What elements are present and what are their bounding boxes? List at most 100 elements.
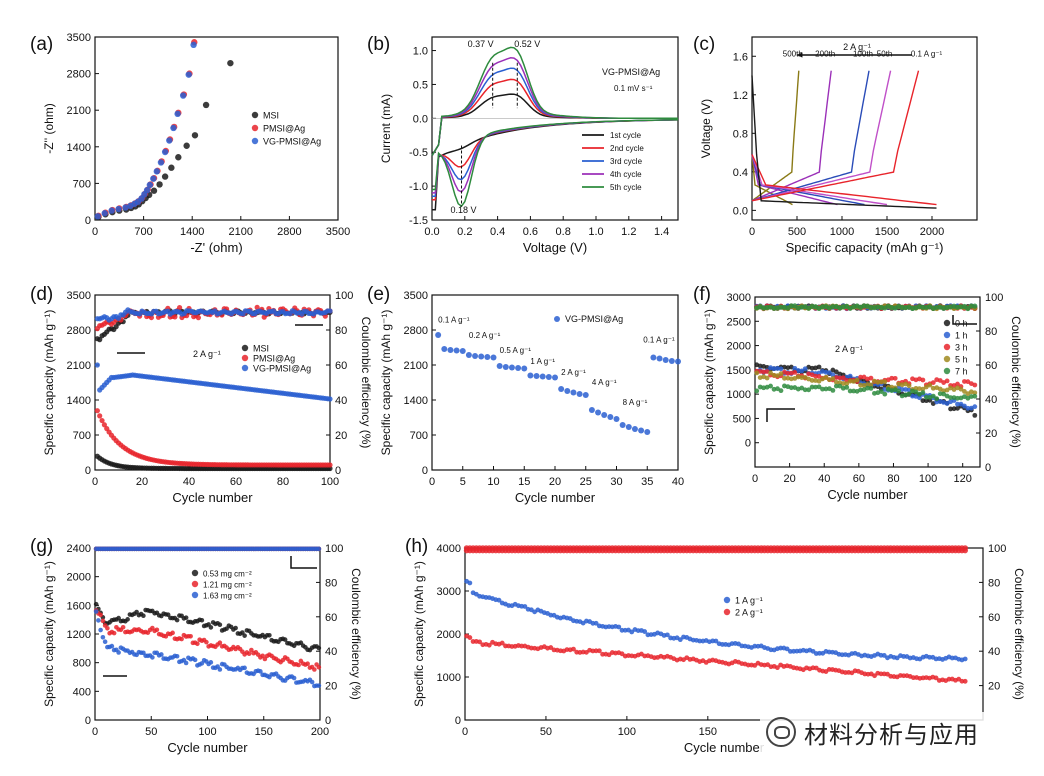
- capacity-point: [242, 633, 247, 638]
- legend-marker: [191, 591, 199, 599]
- capacity-point: [872, 673, 877, 679]
- capacity-point: [775, 665, 780, 671]
- capacity-point: [771, 366, 777, 372]
- capacity-point: [141, 613, 146, 619]
- nyquist-point: [150, 187, 158, 194]
- nyquist-point: [174, 110, 181, 118]
- legend-marker: [943, 343, 951, 351]
- capacity-point: [882, 391, 888, 397]
- charge-curve: [751, 70, 800, 202]
- y-axis-label: Voltage (V): [699, 99, 713, 158]
- capacity-point: [208, 625, 214, 630]
- x-tick-label: 0.2: [457, 226, 472, 238]
- capacity-point: [441, 346, 448, 352]
- nyquist-point: [101, 210, 108, 217]
- capacity-point: [174, 617, 180, 623]
- x-tick-label: 80: [887, 473, 899, 485]
- capacity-point: [607, 414, 614, 420]
- capacity-point: [955, 405, 960, 411]
- capacity-point: [923, 398, 929, 404]
- panel-label: (a): [30, 34, 53, 55]
- capacity-point: [951, 406, 957, 412]
- y2-tick-label: 60: [988, 612, 1000, 624]
- nyquist-point: [146, 181, 154, 189]
- capacity-point: [453, 347, 460, 354]
- panel-b: (b) 0.0 0.2 0.4 0.6 0.8 1.0 1.2 1.4 -1.5 -1.0 -0.5 0…: [367, 34, 679, 255]
- x-tick-label: 0.8: [556, 226, 571, 238]
- cycle-label: 200th: [815, 49, 835, 58]
- watermark: 材料分析与应用: [760, 712, 985, 752]
- capacity-point: [515, 365, 522, 371]
- y-tick-label: 2000: [437, 629, 461, 641]
- axis-arrow: [766, 408, 795, 422]
- capacity-point: [851, 388, 857, 394]
- capacity-point: [972, 412, 978, 418]
- x-axis-label: -Z' (ohm): [190, 240, 242, 255]
- discharge-curve: [751, 154, 937, 206]
- x-tick-label: 5: [460, 476, 466, 488]
- capacity-point: [920, 390, 926, 395]
- capacity-point: [962, 389, 967, 394]
- x-tick-label: 10: [487, 476, 499, 488]
- cycle-label: 100th: [853, 49, 873, 58]
- plot-frame: [94, 36, 339, 221]
- chart-subtitle: 0.1 mV s⁻¹: [614, 84, 653, 93]
- legend-marker: [723, 608, 731, 616]
- capacity-point: [833, 369, 839, 375]
- capacity-point: [837, 383, 843, 389]
- nyquist-point: [227, 59, 234, 67]
- capacity-point: [844, 381, 850, 387]
- x-tick-label: 40: [818, 473, 830, 485]
- legend-label: 2nd cycle: [610, 144, 644, 153]
- capacity-point: [100, 618, 106, 624]
- chart-title: VG-PMSI@Ag: [602, 67, 660, 77]
- y-tick-label: 2800: [404, 325, 428, 337]
- legend-label: 3rd cycle: [610, 157, 643, 166]
- capacity-point: [923, 394, 929, 400]
- nyquist-point: [94, 213, 101, 220]
- nyquist-point: [202, 101, 210, 109]
- panel-a: (a) 0 700 1400 2100 2800 3500 0 700 1400 2100 2800 3…: [30, 32, 350, 255]
- capacity-point: [552, 374, 558, 381]
- capacity-point: [713, 638, 719, 644]
- x-tick-label: 30: [610, 476, 622, 488]
- capacity-point: [195, 641, 200, 647]
- capacity-point: [662, 357, 669, 363]
- y-axis-label: Current (mA): [379, 94, 393, 163]
- capacity-point: [868, 385, 874, 391]
- y2-tick-label: 40: [325, 646, 337, 658]
- capacity-point: [972, 393, 978, 399]
- y-tick-label: -1.5: [409, 215, 428, 227]
- capacity-point: [920, 386, 926, 392]
- capacity-point: [958, 386, 964, 392]
- capacity-point: [910, 393, 915, 399]
- plot-frame: [464, 547, 984, 721]
- y2-tick-label: 0: [335, 465, 341, 477]
- y-tick-label: 3500: [404, 290, 428, 302]
- nyquist-point: [175, 154, 182, 161]
- legend-label: 1st cycle: [610, 131, 642, 140]
- nyquist-point: [179, 92, 187, 99]
- y-tick-label: 1.6: [733, 51, 748, 63]
- charge-curve: [751, 70, 870, 202]
- y-tick-label: 3500: [67, 290, 91, 302]
- legend-label: 3 h: [955, 343, 968, 353]
- y-tick-label: 500: [733, 413, 751, 425]
- panel-d: (d)0 20 40 60 80 1000700140021002800350002040…: [30, 284, 373, 505]
- capacity-point: [174, 653, 180, 659]
- ce-point: [316, 546, 322, 552]
- y-tick-label: 3000: [437, 586, 461, 598]
- x-tick-label: 15: [518, 476, 530, 488]
- capacity-point: [316, 664, 322, 670]
- capacity-point: [179, 636, 184, 642]
- legend-marker: [723, 596, 731, 604]
- capacity-point: [833, 379, 839, 385]
- capacity-point: [844, 384, 850, 390]
- legend-label: 5 h: [955, 355, 968, 365]
- y-axis-label: Specific capacity (mAh g⁻¹): [412, 561, 426, 707]
- y2-tick-label: 80: [988, 577, 1000, 589]
- capacity-point: [595, 409, 602, 416]
- capacity-point: [165, 612, 171, 617]
- capacity-point: [854, 377, 860, 383]
